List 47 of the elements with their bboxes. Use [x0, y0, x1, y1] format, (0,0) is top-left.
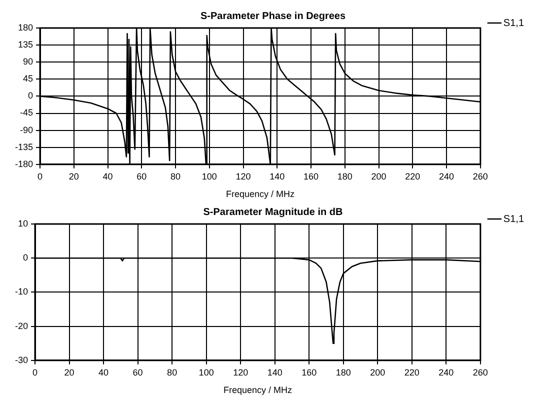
y-tick-label: 135 — [18, 40, 34, 50]
y-tick-label: -30 — [14, 354, 28, 365]
y-tick-label: -10 — [14, 286, 28, 297]
x-tick-label: 200 — [371, 171, 386, 182]
x-tick-label: 80 — [170, 171, 181, 182]
x-tick-label: 100 — [198, 367, 214, 378]
x-tick-label: 260 — [472, 171, 488, 182]
chart-title: S-Parameter Phase in Degrees — [200, 10, 346, 22]
x-tick-label: 20 — [68, 171, 79, 182]
x-tick-label: 120 — [233, 367, 248, 378]
y-tick-label: -90 — [20, 124, 34, 135]
x-tick-label: 160 — [304, 171, 319, 182]
x-tick-label: 0 — [38, 171, 43, 182]
x-tick-label: 220 — [404, 367, 420, 378]
x-tick-label: 260 — [472, 367, 488, 378]
x-tick-label: 140 — [267, 367, 282, 378]
x-tick-label: 220 — [405, 171, 420, 182]
legend-label: S1,1 — [503, 18, 524, 29]
y-tick-label: 90 — [23, 56, 34, 67]
x-tick-label: 60 — [136, 171, 147, 182]
x-axis-title: Frequency / MHz — [226, 189, 295, 200]
x-tick-label: 80 — [167, 367, 178, 378]
y-tick-label: 0 — [22, 252, 28, 263]
x-tick-label: 40 — [102, 171, 113, 182]
y-tick-label: 180 — [18, 22, 34, 32]
x-axis-title: Frequency / MHz — [223, 385, 292, 396]
y-tick-label: 0 — [28, 90, 34, 101]
x-tick-label: 120 — [236, 171, 251, 182]
x-tick-label: 200 — [370, 367, 386, 378]
y-tick-label: -180 — [15, 158, 34, 169]
x-tick-label: 240 — [438, 367, 454, 378]
chart-title: S-Parameter Magnitude in dB — [203, 206, 343, 218]
legend-label: S1,1 — [503, 214, 524, 225]
x-tick-label: 20 — [64, 367, 74, 378]
x-tick-label: 180 — [336, 367, 351, 378]
y-tick-label: 45 — [23, 74, 34, 84]
x-tick-label: 240 — [439, 171, 454, 182]
y-tick-label: -45 — [20, 108, 34, 118]
y-tick-label: -135 — [15, 142, 34, 152]
x-tick-label: 40 — [98, 367, 109, 378]
x-tick-label: 180 — [337, 171, 352, 182]
x-tick-label: 100 — [202, 171, 217, 182]
y-tick-label: -20 — [14, 320, 28, 331]
x-tick-label: 160 — [302, 367, 317, 378]
y-tick-label: 10 — [18, 218, 28, 228]
x-tick-label: 140 — [270, 171, 285, 182]
x-tick-label: 60 — [132, 367, 143, 378]
